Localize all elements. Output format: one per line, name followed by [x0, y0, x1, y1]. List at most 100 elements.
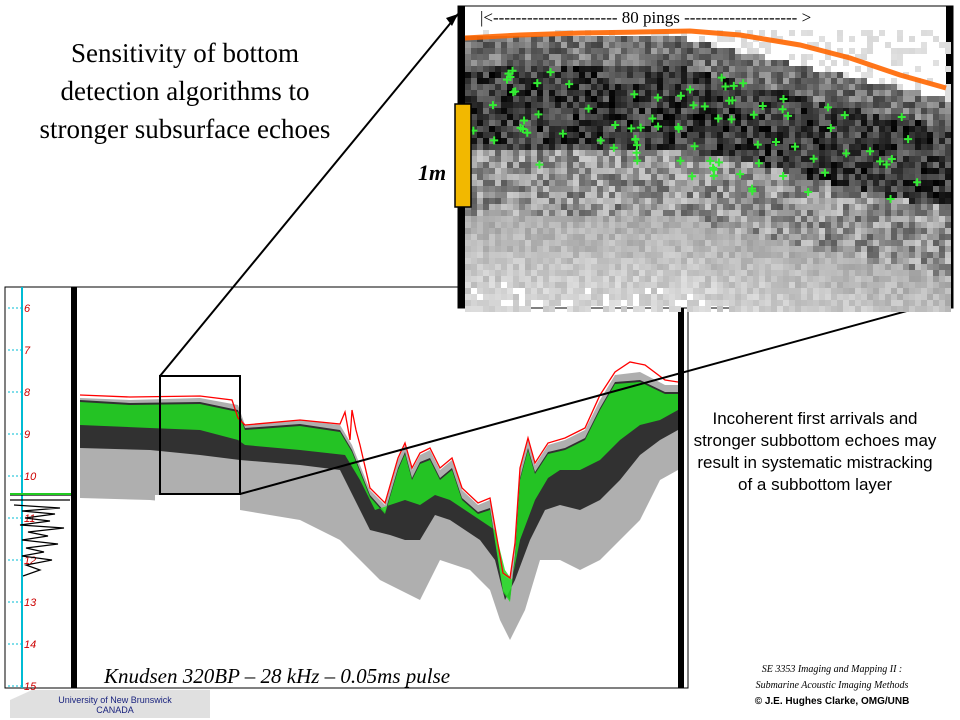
echo-pixel [879, 96, 885, 102]
echo-pixel [819, 282, 825, 288]
echo-pixel [741, 132, 747, 138]
echo-pixel [945, 132, 951, 138]
echo-pixel [831, 156, 837, 162]
echo-pixel [843, 84, 849, 90]
echo-pixel [795, 138, 801, 144]
echo-pixel [627, 204, 633, 210]
detection-cross [753, 140, 762, 149]
instrument-caption: Knudsen 320BP – 28 kHz – 0.05ms pulse [104, 664, 451, 688]
echo-pixel [627, 90, 633, 96]
echo-pixel [609, 210, 615, 216]
echo-pixel [615, 180, 621, 186]
echo-pixel [723, 174, 729, 180]
echo-pixel [489, 210, 495, 216]
echo-pixel [759, 132, 765, 138]
echo-pixel [693, 282, 699, 288]
echo-pixel [897, 240, 903, 246]
echo-pixel [927, 198, 933, 204]
echo-pixel [795, 108, 801, 114]
echo-pixel [741, 162, 747, 168]
echo-pixel [735, 186, 741, 192]
echo-pixel [495, 66, 501, 72]
echo-pixel [855, 210, 861, 216]
echo-pixel [681, 276, 687, 282]
echo-pixel [669, 306, 675, 312]
echo-pixel [849, 252, 855, 258]
echo-pixel [801, 258, 807, 264]
echo-pixel [801, 90, 807, 96]
echo-pixel [561, 282, 567, 288]
echo-pixel [789, 156, 795, 162]
echo-pixel [801, 192, 807, 198]
echo-pixel [519, 54, 525, 60]
echo-pixel [675, 72, 681, 78]
echo-pixel [915, 120, 921, 126]
echo-pixel [603, 306, 609, 312]
echo-pixel [633, 252, 639, 258]
echo-pixel [837, 222, 843, 228]
echo-pixel [549, 198, 555, 204]
echo-pixel [627, 78, 633, 84]
echo-pixel [579, 186, 585, 192]
echo-pixel [519, 120, 525, 126]
echo-pixel [849, 174, 855, 180]
echo-pixel [489, 186, 495, 192]
echo-pixel [945, 198, 951, 204]
echo-pixel [591, 72, 597, 78]
echo-pixel [903, 210, 909, 216]
echo-pixel [621, 102, 627, 108]
echo-pixel [933, 120, 939, 126]
echo-pixel [489, 60, 495, 66]
echo-pixel [735, 258, 741, 264]
echo-pixel [729, 72, 735, 78]
echo-pixel [837, 258, 843, 264]
echo-pixel [585, 138, 591, 144]
echo-pixel [495, 90, 501, 96]
echo-pixel [735, 156, 741, 162]
echo-pixel [819, 144, 825, 150]
echo-pixel [597, 114, 603, 120]
echo-pixel [903, 102, 909, 108]
echo-pixel [939, 174, 945, 180]
echo-pixel [501, 216, 507, 222]
echo-pixel [531, 252, 537, 258]
echo-pixel [615, 198, 621, 204]
echo-pixel [753, 252, 759, 258]
echo-pixel [495, 210, 501, 216]
echo-pixel [945, 66, 951, 72]
echo-pixel [789, 258, 795, 264]
echo-pixel [465, 48, 471, 54]
echo-pixel [855, 120, 861, 126]
echo-pixel [747, 114, 753, 120]
detection-cross [791, 142, 800, 151]
echo-pixel [765, 72, 771, 78]
echo-pixel [705, 168, 711, 174]
echo-pixel [741, 42, 747, 48]
echo-pixel [675, 306, 681, 312]
echo-pixel [855, 96, 861, 102]
echo-pixel [639, 288, 645, 294]
echo-pixel [807, 198, 813, 204]
echo-pixel [537, 84, 543, 90]
echo-pixel [819, 288, 825, 294]
echo-pixel [597, 264, 603, 270]
echo-pixel [879, 294, 885, 300]
echo-pixel [765, 294, 771, 300]
echo-pixel [789, 246, 795, 252]
echo-pixel [873, 258, 879, 264]
echo-pixel [657, 234, 663, 240]
detection-cross [897, 113, 906, 122]
echo-pixel [495, 294, 501, 300]
echo-pixel [789, 270, 795, 276]
echo-pixel [765, 240, 771, 246]
echo-pixel [885, 174, 891, 180]
echo-pixel [501, 258, 507, 264]
echo-pixel [801, 276, 807, 282]
echo-pixel [651, 84, 657, 90]
echo-pixel [939, 234, 945, 240]
echo-pixel [465, 66, 471, 72]
echo-pixel [747, 228, 753, 234]
echo-pixel [555, 168, 561, 174]
echo-pixel [501, 228, 507, 234]
echo-pixel [591, 144, 597, 150]
